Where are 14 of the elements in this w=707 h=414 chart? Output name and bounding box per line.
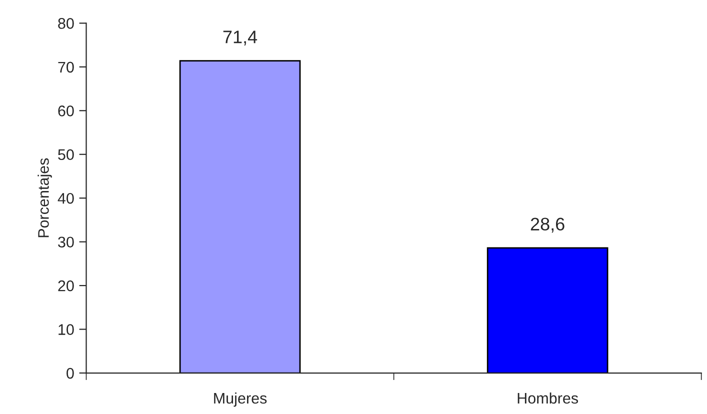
data-label: 71,4 bbox=[223, 30, 258, 46]
y-tick-label: 10 bbox=[58, 324, 74, 335]
y-tick-label: 50 bbox=[58, 149, 74, 160]
y-tick-label: 20 bbox=[58, 280, 74, 292]
y-tick-label: 80 bbox=[58, 18, 74, 29]
y-tick-label: 0 bbox=[66, 368, 74, 379]
y-tick-label: 40 bbox=[58, 192, 74, 204]
data-label: 28,6 bbox=[530, 218, 564, 233]
y-tick-label: 30 bbox=[58, 236, 74, 248]
y-axis-title: Porcentajes bbox=[38, 158, 52, 238]
y-tick-label: 60 bbox=[58, 106, 74, 116]
x-tick-label: Hombres bbox=[518, 392, 578, 404]
y-tick-label: 70 bbox=[58, 62, 74, 73]
x-tick-label: Mujeres bbox=[214, 392, 267, 407]
